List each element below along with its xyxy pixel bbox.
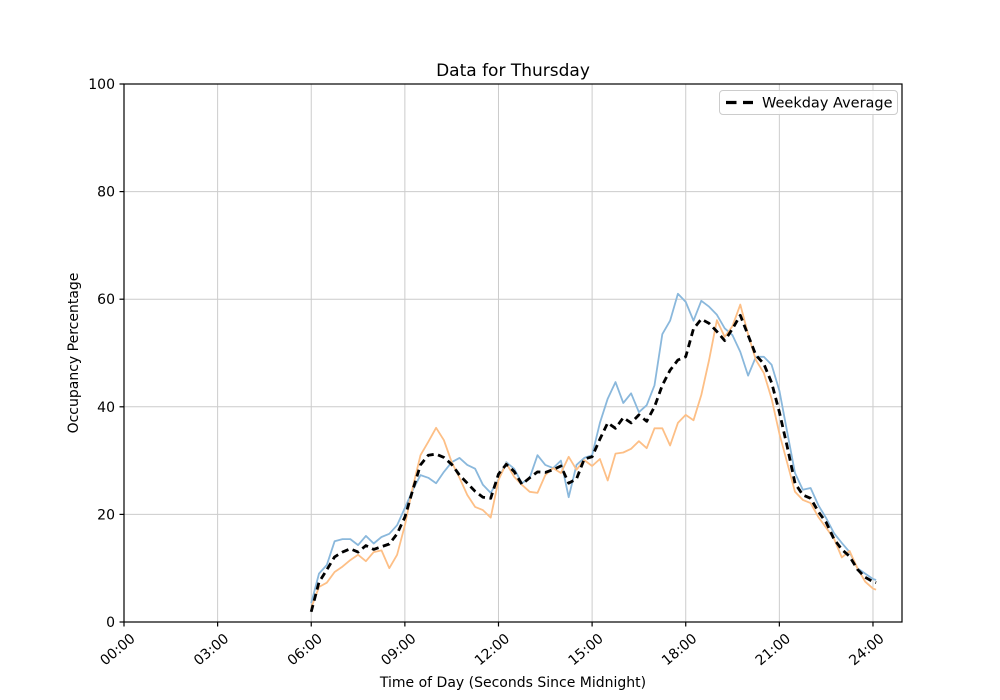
series-line-thursday-occupancy-b xyxy=(310,303,877,609)
axis-ticks: 00:00 03:00 06:00 09:00 12:00 15:00 18:00 21:00… xyxy=(88,77,887,669)
x-axis-label: Time of Day (Seconds Since Midnight) xyxy=(379,675,646,691)
x-tick-label: 15:00 xyxy=(565,631,606,669)
x-tick-label: 06:00 xyxy=(285,631,326,669)
x-tick-label: 21:00 xyxy=(753,631,794,669)
y-tick-label: 40 xyxy=(97,400,115,416)
series-line-weekday-average xyxy=(309,313,877,613)
x-tick-label: 12:00 xyxy=(472,631,513,669)
y-axis-label: Occupancy Percentage xyxy=(66,273,82,434)
axes-spines xyxy=(123,83,903,623)
x-tick-label: 09:00 xyxy=(378,631,419,669)
y-tick-label: 0 xyxy=(106,615,115,631)
y-tick-label: 60 xyxy=(97,292,115,308)
x-tick-label: 24:00 xyxy=(846,631,887,669)
data-series xyxy=(309,292,877,613)
x-tick-label: 03:00 xyxy=(191,631,232,669)
legend: Weekday Average xyxy=(719,90,898,115)
x-tick-label: 00:00 xyxy=(97,631,138,669)
y-tick-label: 80 xyxy=(97,185,115,201)
plot-border xyxy=(123,83,903,623)
x-tick-label: 18:00 xyxy=(659,631,700,669)
y-tick-label: 100 xyxy=(88,77,115,93)
y-tick-label: 20 xyxy=(97,507,115,523)
grid-lines xyxy=(123,83,902,623)
chart-title: Data for Thursday xyxy=(436,61,590,81)
legend-box xyxy=(719,90,898,115)
legend-label: Weekday Average xyxy=(762,96,893,112)
series-line-thursday-occupancy-a xyxy=(310,292,877,604)
